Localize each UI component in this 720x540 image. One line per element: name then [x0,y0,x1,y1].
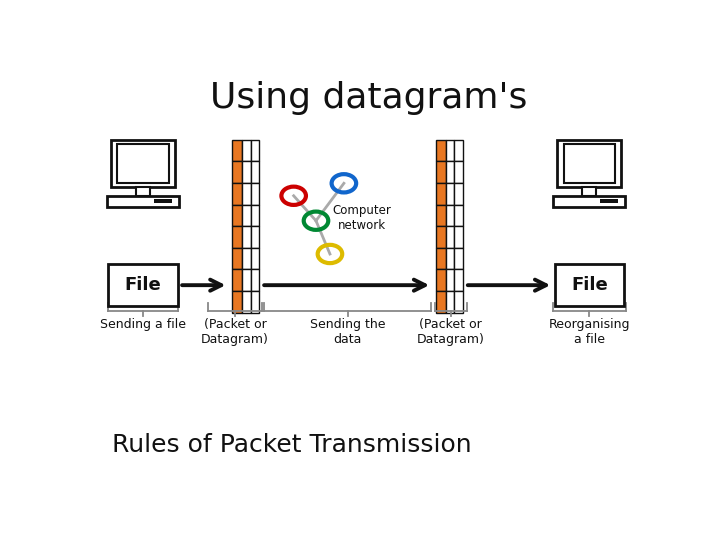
Bar [251,269,259,291]
Bar [454,269,463,291]
Bar [446,226,454,248]
Bar [436,291,446,313]
Bar [251,248,259,269]
Bar [243,205,251,226]
Bar [582,187,596,196]
Bar [454,226,463,248]
Bar [243,248,251,269]
Bar [446,269,454,291]
Bar [243,161,251,183]
Bar [436,140,446,161]
Text: Reorganising
a file: Reorganising a file [549,318,630,346]
Text: Sending a file: Sending a file [100,318,186,330]
Bar [117,144,168,183]
Bar [154,199,172,204]
Bar [243,183,251,205]
Text: Using datagram's: Using datagram's [210,82,528,116]
Bar [251,140,259,161]
Bar [436,205,446,226]
Bar [446,140,454,161]
Bar [454,140,463,161]
Bar [243,140,251,161]
Text: Sending the
data: Sending the data [310,318,385,346]
Bar [233,205,243,226]
Bar [136,187,150,196]
Bar [243,291,251,313]
Bar [446,161,454,183]
Bar [436,183,446,205]
Bar [251,161,259,183]
Bar [454,248,463,269]
Bar [446,205,454,226]
Bar [233,291,243,313]
Bar [251,226,259,248]
Bar [251,291,259,313]
Bar [108,265,178,306]
Bar [436,248,446,269]
Bar [554,265,624,306]
Text: (Packet or
Datagram): (Packet or Datagram) [417,318,485,346]
Bar [233,248,243,269]
Bar [107,196,179,207]
Bar [243,269,251,291]
Bar [251,183,259,205]
Text: File: File [125,276,161,294]
Bar [446,183,454,205]
Text: Rules of Packet Transmission: Rules of Packet Transmission [112,433,472,457]
Bar [454,205,463,226]
Bar [436,269,446,291]
Bar [446,291,454,313]
Bar [454,291,463,313]
Bar [564,144,615,183]
Text: Computer
network: Computer network [333,204,392,232]
Bar [557,140,621,187]
Bar [454,161,463,183]
Bar [251,205,259,226]
Text: File: File [571,276,608,294]
Bar [233,226,243,248]
Bar [233,161,243,183]
Bar [454,183,463,205]
Bar [243,226,251,248]
Bar [436,161,446,183]
Bar [233,183,243,205]
Bar [554,196,626,207]
Bar [233,269,243,291]
Text: (Packet or
Datagram): (Packet or Datagram) [201,318,269,346]
Bar [436,226,446,248]
Bar [600,199,618,204]
Bar [111,140,175,187]
Bar [233,140,243,161]
Bar [446,248,454,269]
